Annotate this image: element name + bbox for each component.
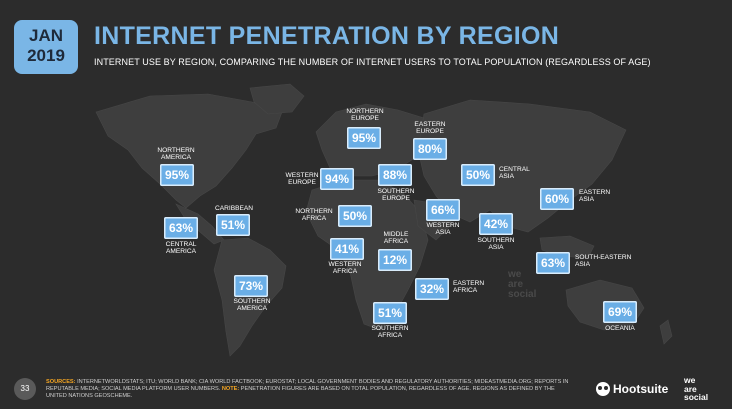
hootsuite-wordmark: Hootsuite: [613, 382, 669, 396]
south-america-shape: [213, 237, 287, 357]
value-eastern-asia: 60%: [540, 188, 574, 210]
we-are-social-logo: we are social: [684, 375, 709, 402]
sources-text: INTERNETWORLDSTATS; ITU; WORLD BANK; CIA…: [46, 379, 569, 392]
page-subtitle: INTERNET USE BY REGION, COMPARING THE NU…: [94, 57, 651, 67]
value-northern-europe: 95%: [347, 127, 381, 149]
value-southern-asia: 42%: [479, 213, 513, 235]
region-label-northern-africa: NORTHERN AFRICA: [295, 208, 333, 223]
value-southern-europe: 88%: [378, 164, 412, 186]
note-text: PENETRATION FIGURES ARE BASED ON TOTAL P…: [46, 386, 555, 399]
region-label-middle-africa: MIDDLE AFRICA: [383, 231, 409, 246]
value-central-america: 63%: [164, 217, 198, 239]
value-caribbean: 51%: [216, 214, 250, 236]
region-label-oceania: OCEANIA: [605, 325, 635, 332]
owl-icon: [596, 382, 610, 396]
region-label-northern-europe: NORTHERN EUROPE: [346, 108, 384, 123]
value-southern-africa: 51%: [373, 302, 407, 324]
value-oceania: 69%: [603, 301, 637, 323]
region-label-southern-africa: SOUTHERN AFRICA: [371, 325, 409, 340]
greenland-shape: [249, 83, 305, 115]
date-badge: JAN 2019: [14, 20, 78, 74]
sources-key: SOURCES:: [46, 379, 76, 385]
north-america-shape: [95, 93, 283, 209]
region-label-northern-america: NORTHERN AMERICA: [157, 147, 195, 162]
region-label-south-eastern-asia: SOUTH-EASTERN ASIA: [575, 254, 632, 269]
sources-note: SOURCES: INTERNETWORLDSTATS; ITU; WORLD …: [46, 379, 576, 400]
region-label-western-africa: WESTERN AFRICA: [328, 261, 362, 276]
value-western-europe: 94%: [320, 168, 354, 190]
page-title: INTERNET PENETRATION BY REGION: [94, 22, 560, 50]
region-label-southern-asia: SOUTHERN ASIA: [477, 237, 515, 252]
region-label-southern-america: SOUTHERN AMERICA: [233, 298, 271, 313]
value-eastern-europe: 80%: [413, 138, 447, 160]
value-south-eastern-asia: 63%: [536, 252, 570, 274]
value-northern-africa: 50%: [338, 205, 372, 227]
new-zealand-shape: [659, 319, 673, 345]
value-southern-america: 73%: [234, 275, 268, 297]
region-label-caribbean: CARIBBEAN: [214, 205, 254, 212]
value-northern-america: 95%: [160, 164, 194, 186]
region-label-eastern-africa: EASTERN AFRICA: [453, 280, 485, 295]
hootsuite-logo: Hootsuite: [596, 382, 668, 396]
value-western-asia: 66%: [426, 199, 460, 221]
region-label-western-europe: WESTERN EUROPE: [285, 172, 319, 187]
value-eastern-africa: 32%: [415, 278, 449, 300]
asia-shape: [417, 99, 627, 233]
we-are-social-watermark: we are social: [508, 269, 537, 300]
region-label-western-asia: WESTERN ASIA: [426, 222, 460, 237]
region-label-southern-europe: SOUTHERN EUROPE: [377, 188, 415, 203]
note-key: NOTE:: [221, 386, 240, 392]
value-western-africa: 41%: [330, 238, 364, 260]
region-label-eastern-europe: EASTERN EUROPE: [414, 121, 446, 136]
value-central-asia: 50%: [461, 164, 495, 186]
page-number: 33: [14, 378, 36, 400]
region-label-central-asia: CENTRAL ASIA: [499, 166, 530, 181]
value-middle-africa: 12%: [378, 249, 412, 271]
date-month: JAN: [28, 26, 63, 45]
region-label-central-america: CENTRAL AMERICA: [165, 241, 197, 256]
region-label-eastern-asia: EASTERN ASIA: [579, 189, 611, 204]
date-year: 2019: [27, 46, 65, 65]
